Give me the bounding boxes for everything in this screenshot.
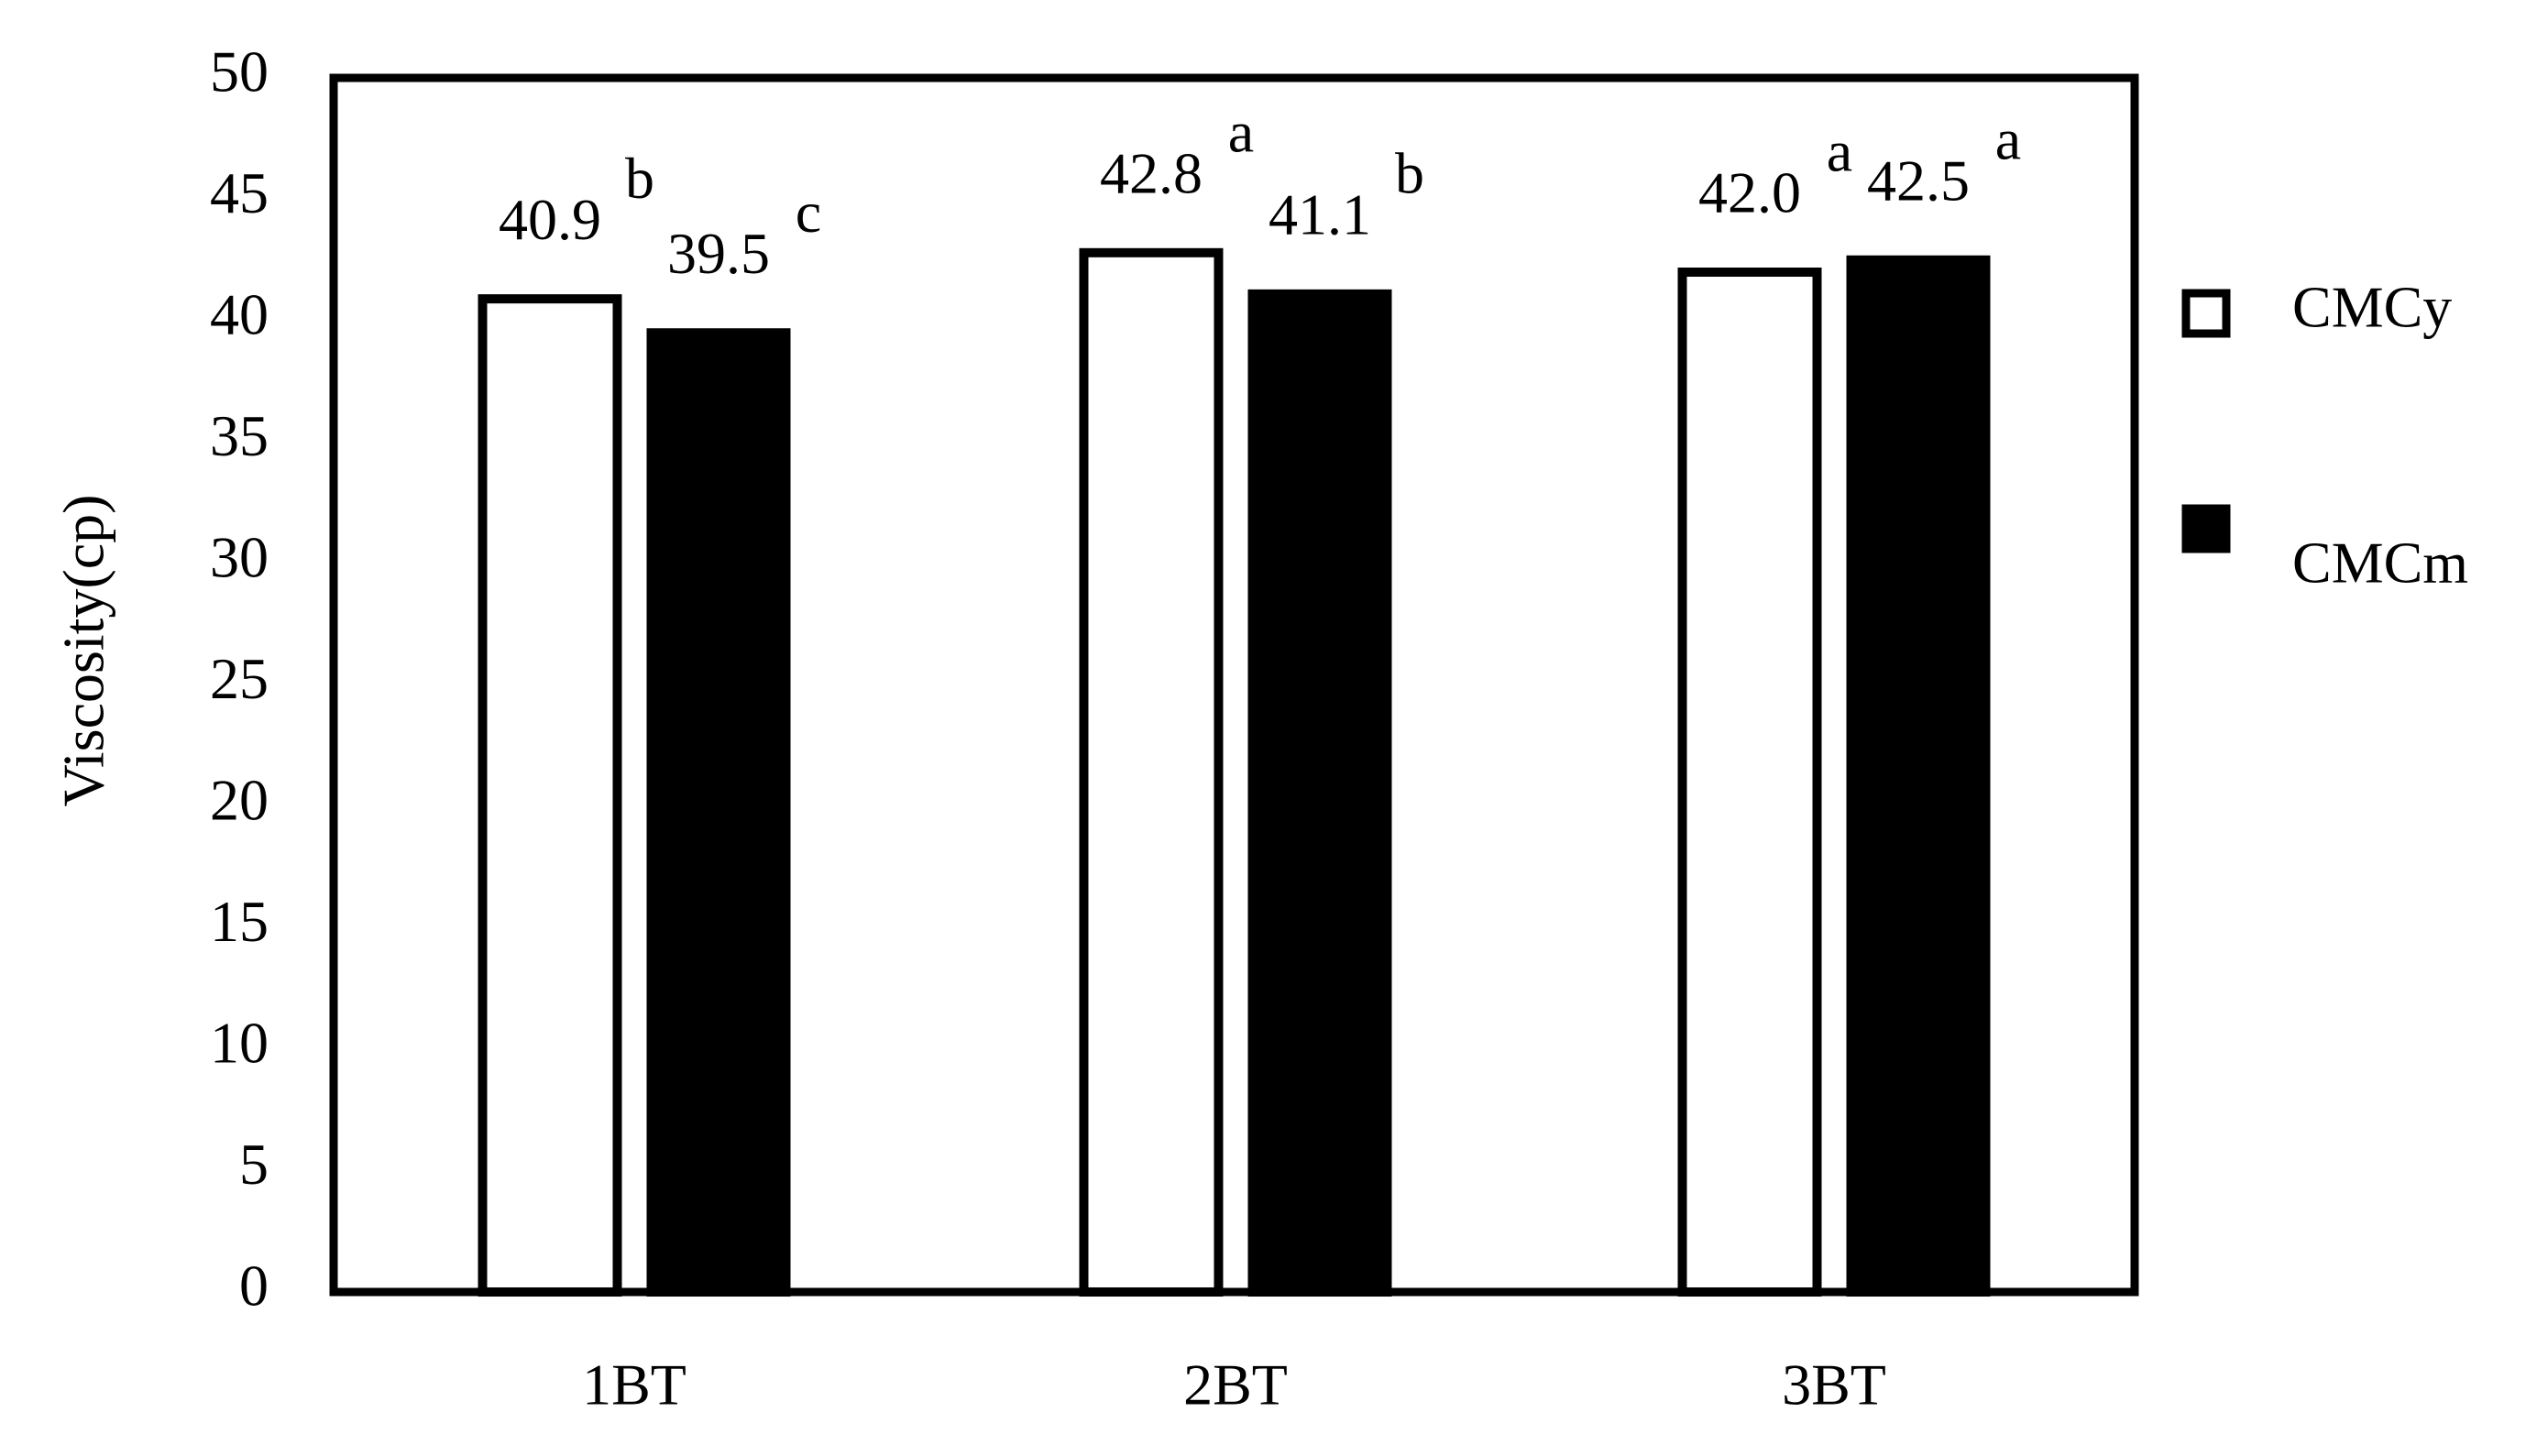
legend-swatch <box>2181 289 2231 338</box>
y-tick-label: 5 <box>239 1132 269 1197</box>
y-axis-title: Viscosity(cp) <box>51 495 116 807</box>
value-label: 39.5 <box>667 221 770 286</box>
legend-label: CMCm <box>2292 531 2468 596</box>
significance-letter: b <box>1395 141 1424 206</box>
value-label: 42.5 <box>1867 148 1970 213</box>
y-tick-label: 45 <box>210 160 269 225</box>
y-tick-label: 35 <box>210 403 269 468</box>
bar <box>478 294 622 1297</box>
y-tick-label: 10 <box>210 1011 269 1076</box>
significance-letter: a <box>1827 119 1852 184</box>
bar <box>1677 268 1822 1297</box>
legend-label: CMCy <box>2292 275 2452 340</box>
x-tick-label: 1BT <box>582 1352 686 1418</box>
value-label: 42.8 <box>1100 140 1203 205</box>
significance-letter: a <box>1995 106 2021 171</box>
y-tick-label: 15 <box>210 889 269 954</box>
value-label: 42.0 <box>1698 160 1801 225</box>
x-tick-label: 3BT <box>1782 1352 1886 1418</box>
significance-letter: c <box>796 180 821 245</box>
bar <box>1079 247 1224 1297</box>
significance-letter: b <box>625 146 654 211</box>
bar <box>646 328 791 1297</box>
y-tick-label: 0 <box>239 1253 269 1319</box>
value-label: 41.1 <box>1268 182 1371 247</box>
y-tick-label: 25 <box>210 646 269 711</box>
value-label: 40.9 <box>499 187 601 252</box>
plot-frame <box>329 73 2139 1297</box>
legend-swatch <box>2181 504 2231 553</box>
x-tick-label: 2BT <box>1183 1352 1288 1418</box>
y-tick-label: 40 <box>210 282 269 347</box>
significance-letter: a <box>1228 99 1254 164</box>
bar <box>1247 289 1392 1297</box>
bar <box>1846 255 1991 1297</box>
y-tick-label: 20 <box>210 768 269 833</box>
y-tick-label: 50 <box>210 39 269 104</box>
y-tick-label: 30 <box>210 525 269 590</box>
